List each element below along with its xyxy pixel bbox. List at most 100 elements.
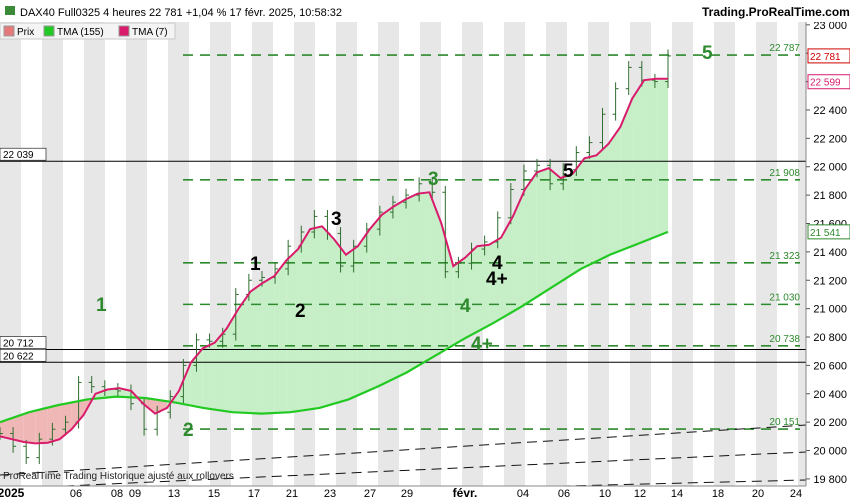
brand-label: Trading.ProRealTime.com (702, 5, 850, 19)
left-price-box (0, 336, 47, 349)
bull-fill (345, 246, 358, 401)
price-tick-label: 21 000 (813, 304, 847, 316)
bull-fill (501, 216, 513, 319)
left-price-label: 20 712 (3, 338, 34, 349)
left-price-label: 20 622 (3, 351, 34, 362)
bull-fill (489, 237, 501, 326)
bull-fill (536, 168, 549, 297)
date-tick-label: 10 (599, 488, 611, 500)
bear-fill (155, 399, 167, 414)
weekday-band (210, 22, 231, 486)
left-price-box (0, 147, 47, 161)
green-wave-label: 4+ (471, 334, 493, 355)
price-tag (807, 48, 850, 64)
bull-fill (190, 348, 203, 408)
date-tick-label: 15 (208, 488, 220, 500)
black-wave-label: 3 (331, 209, 342, 230)
weekday-band (672, 22, 693, 486)
bull-fill (262, 275, 275, 414)
price-tick-label: 22 400 (813, 105, 847, 117)
legend-price-swatch (3, 25, 15, 37)
legend-price-label: Prix (17, 27, 34, 38)
legend-tma7-label: TMA (7) (132, 27, 168, 38)
price-tick-label: 22 200 (813, 133, 847, 145)
bull-fill (274, 260, 287, 413)
black-wave-label: 1 (250, 254, 261, 275)
bull-fill (107, 388, 120, 398)
bull-fill (465, 246, 478, 339)
series-group (0, 49, 671, 465)
price-tick-label: 20 400 (813, 389, 847, 401)
tma155-line (0, 230, 669, 424)
bull-fill (620, 98, 633, 251)
green-wave-label: 1 (96, 295, 107, 316)
channel-line (0, 451, 807, 490)
weekday-band (168, 22, 189, 486)
green-wave-label: 4 (460, 296, 471, 317)
bear-fill (11, 413, 24, 443)
bull-fill (644, 78, 657, 242)
left-price-label: 22 039 (3, 150, 34, 161)
level-label: 21 323 (769, 251, 800, 262)
bull-fill (584, 155, 597, 268)
bull-fill (250, 283, 263, 414)
bear-fill (71, 400, 84, 430)
price-tick-label: 23 000 (813, 20, 847, 32)
bull-fill (334, 239, 346, 404)
black-wave-label: 4 (492, 253, 503, 274)
bull-fill (178, 362, 191, 406)
instrument-icon (5, 6, 15, 15)
bear-fill (47, 404, 60, 443)
weekday-band (42, 22, 63, 486)
bull-fill (417, 192, 430, 367)
bull-fill (548, 168, 561, 290)
price-tick-label: 20 200 (813, 417, 847, 429)
level-label: 21 908 (769, 168, 800, 179)
weekday-band (714, 22, 735, 486)
date-tick-label: 06 (558, 488, 570, 500)
price-tag (807, 74, 850, 90)
price-tick-label: 20 600 (813, 360, 847, 372)
weekday-band (0, 22, 21, 486)
bull-fill (596, 144, 609, 262)
bear-fill (143, 397, 156, 414)
date-tick-label: févr. (453, 486, 478, 500)
date-tick-label: 13 (168, 488, 180, 500)
bull-fill (369, 214, 382, 391)
date-tick-label: 08 (111, 488, 123, 500)
price-tick-label: 21 400 (813, 247, 847, 259)
bull-fill (202, 342, 215, 410)
date-tick-label: 09 (129, 488, 141, 500)
bull-fill (632, 80, 645, 246)
date-tick-label: 23 (324, 488, 336, 500)
price-tick-label: 21 200 (813, 275, 847, 287)
bull-fill (608, 127, 621, 256)
bull-fill (572, 158, 585, 275)
bull-fill (238, 291, 251, 414)
bull-fill (357, 229, 370, 396)
bull-fill (656, 78, 668, 237)
area-fills (0, 78, 668, 444)
bull-fill (453, 257, 466, 346)
header-bar (0, 0, 850, 22)
price-tick-label: 20 800 (813, 332, 847, 344)
price-tick-label: 20 000 (813, 446, 847, 458)
legend: Prix TMA (155) TMA (7) (0, 22, 176, 40)
black-wave-label: 2 (295, 301, 306, 322)
level-label: 22 787 (769, 43, 800, 54)
bull-fill (310, 226, 323, 410)
date-tick-label: 2025 (0, 486, 25, 500)
level-label: 20 151 (769, 417, 800, 428)
tma7-line (0, 77, 668, 445)
price-tick-label: 22 000 (813, 162, 847, 174)
date-tick-label: 06 (70, 488, 82, 500)
date-tick-label: 18 (712, 488, 724, 500)
bull-fill (560, 173, 573, 282)
bull-fill (381, 206, 394, 385)
legend-tma155-swatch (43, 25, 55, 37)
black-wave-label: 5 (563, 161, 574, 182)
green-wave-label: 5 (702, 43, 713, 64)
